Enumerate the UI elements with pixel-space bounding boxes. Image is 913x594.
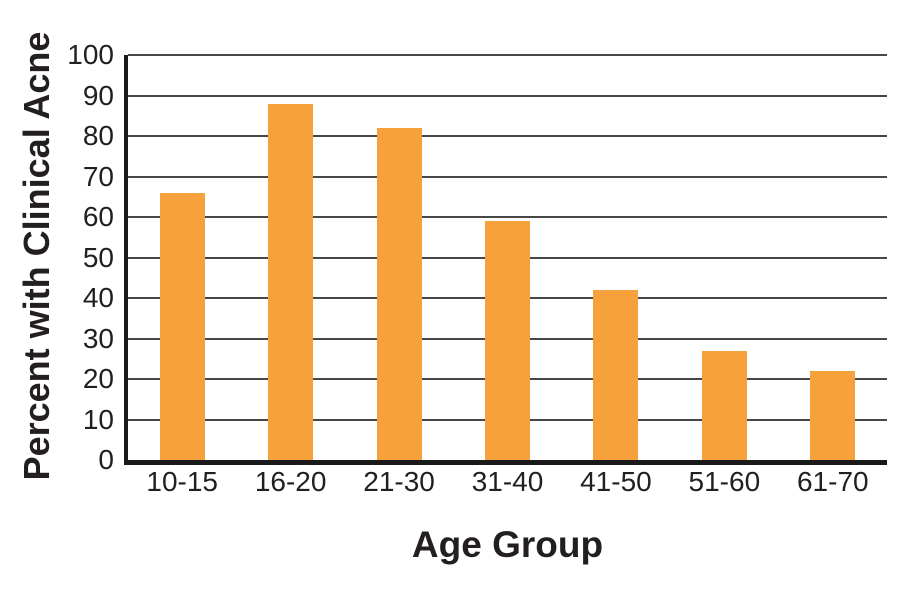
gridline [128,175,887,178]
x-axis-line [124,460,887,465]
x-tick-label: 51-60 [688,466,761,497]
x-tick-label: 16-20 [254,466,327,497]
gridline [128,54,887,56]
y-tick-label: 80 [82,120,114,151]
y-tick-label: 100 [67,39,114,70]
x-tick-label: 10-15 [146,466,219,497]
x-tick-label: 61-70 [796,466,869,497]
bar [701,350,747,460]
bar [810,370,856,460]
y-axis-line [124,55,128,465]
bar [593,289,639,460]
y-tick-label: 50 [82,241,114,273]
y-tick-label: 10 [82,403,114,435]
gridline [128,135,887,137]
x-tick-label: 31-40 [471,466,544,497]
plot-area [128,54,887,460]
y-tick-label: 90 [82,79,114,111]
bar [159,192,205,460]
gridline [128,94,887,97]
gridline [128,216,887,218]
x-axis-title: Age Group [411,524,604,565]
y-tick-label: 20 [82,363,114,394]
bar [485,221,530,460]
bar [376,127,422,460]
y-tick-label: 60 [82,201,114,232]
y-tick-label: 40 [82,282,114,313]
y-tick-label: 0 [98,444,114,475]
bar [268,103,314,460]
x-tick-label: 21-30 [363,466,435,497]
y-tick-label: 30 [82,322,114,354]
x-tick-label: 41-50 [580,466,652,497]
y-tick-label: 70 [82,160,114,192]
